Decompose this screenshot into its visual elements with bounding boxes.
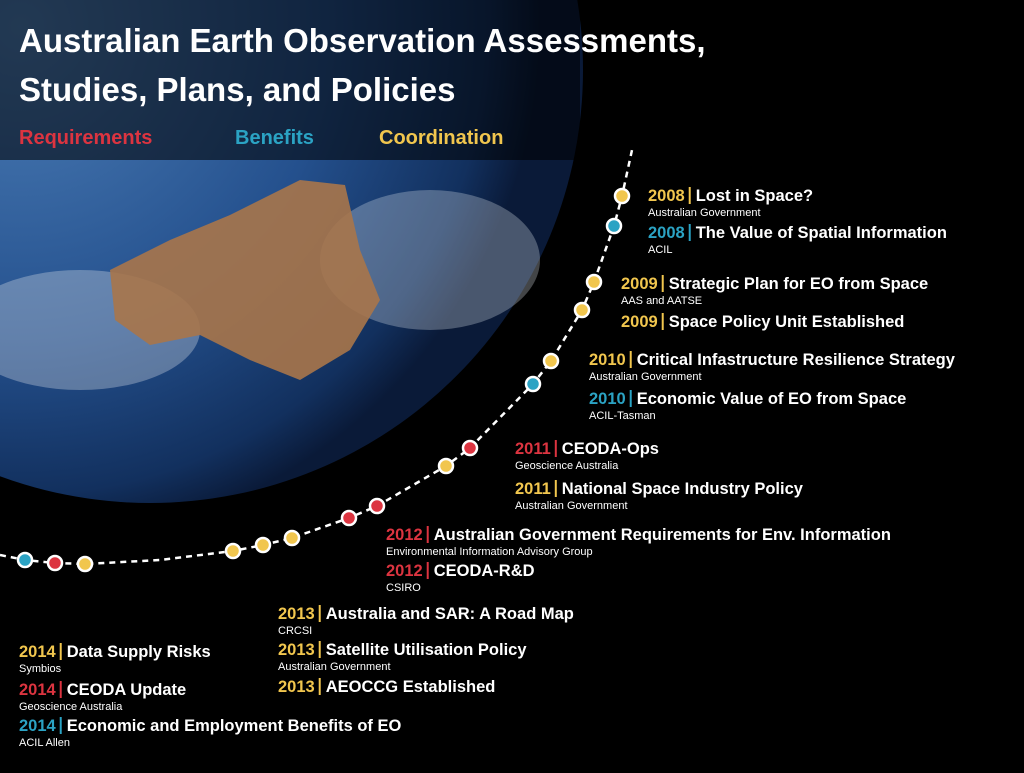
separator bbox=[554, 440, 557, 457]
separator bbox=[318, 641, 321, 658]
timeline-dot bbox=[585, 273, 603, 291]
separator bbox=[661, 275, 664, 292]
title: Studies, Plans, and Policies bbox=[19, 71, 455, 108]
entry-title: Economic Value of EO from Space bbox=[637, 390, 907, 408]
separator bbox=[629, 351, 632, 368]
timeline-dot bbox=[437, 457, 455, 475]
entry-org: ACIL Allen bbox=[19, 737, 70, 749]
entry-title: National Space Industry Policy bbox=[562, 480, 804, 498]
separator bbox=[629, 390, 632, 407]
entry-year: 2014 bbox=[19, 681, 57, 699]
legend-label: Requirements bbox=[19, 127, 152, 149]
entry-year: 2012 bbox=[386, 562, 423, 580]
australia bbox=[110, 180, 380, 380]
entry-year: 2014 bbox=[19, 643, 57, 661]
separator bbox=[688, 187, 691, 204]
entries: 2008 Lost in Space? Australian Government 2… bbox=[16, 187, 956, 749]
entry-title: Satellite Utilisation Policy bbox=[326, 641, 528, 659]
entry-title: Strategic Plan for EO from Space bbox=[669, 275, 929, 293]
entry-org: Australian Government bbox=[278, 661, 391, 673]
timeline-dot bbox=[605, 217, 623, 235]
entry-title: Space Policy Unit Established bbox=[669, 313, 905, 331]
entry-year: 2011 bbox=[515, 440, 551, 458]
entry-year: 2010 bbox=[589, 390, 626, 408]
entry-year: 2013 bbox=[278, 641, 315, 659]
entry-title: CEODA-R&D bbox=[434, 562, 535, 580]
entry-title: The Value of Spatial Information bbox=[696, 224, 947, 242]
entry-title: AEOCCG Established bbox=[326, 678, 496, 696]
entry-title: Economic and Employment Benefits of EO bbox=[67, 717, 402, 735]
entry-year: 2011 bbox=[515, 480, 551, 498]
timeline-dot bbox=[283, 529, 301, 547]
entry-org: AAS and AATSE bbox=[621, 295, 702, 307]
timeline-dot bbox=[368, 497, 386, 515]
entry-year: 2013 bbox=[278, 678, 315, 696]
entry-year: 2009 bbox=[621, 313, 658, 331]
separator bbox=[59, 681, 62, 698]
entry-org: CSIRO bbox=[386, 582, 421, 594]
timeline-dot bbox=[340, 509, 358, 527]
title: Australian Earth Observation Assessments… bbox=[19, 22, 706, 59]
timeline-dot bbox=[613, 187, 631, 205]
title-band bbox=[0, 0, 580, 160]
entry-title: CEODA-Ops bbox=[562, 440, 659, 458]
entry-title: Lost in Space? bbox=[696, 187, 813, 205]
entry-org: Symbios bbox=[19, 663, 62, 675]
timeline-dot bbox=[573, 301, 591, 319]
separator bbox=[688, 224, 691, 241]
entry-org: Geoscience Australia bbox=[19, 701, 123, 713]
separator bbox=[554, 480, 557, 497]
separator bbox=[426, 562, 429, 579]
entry-title: CEODA Update bbox=[67, 681, 186, 699]
entry-org: Geoscience Australia bbox=[515, 460, 619, 472]
timeline-dot bbox=[224, 542, 242, 560]
entry-year: 2010 bbox=[589, 351, 626, 369]
entry-org: Environmental Information Advisory Group bbox=[386, 546, 593, 558]
entry-year: 2012 bbox=[386, 526, 423, 544]
entry-year: 2013 bbox=[278, 605, 315, 623]
separator bbox=[318, 605, 321, 622]
timeline-dot bbox=[46, 554, 64, 572]
legend-label: Coordination bbox=[379, 127, 503, 149]
entry-year: 2008 bbox=[648, 187, 685, 205]
timeline-dot bbox=[461, 439, 479, 457]
entry-org: Australian Government bbox=[589, 371, 702, 383]
entry-title: Australian Government Requirements for E… bbox=[434, 526, 891, 544]
legend: Requirements Benefits Coordination bbox=[19, 127, 503, 149]
legend-label: Benefits bbox=[235, 127, 314, 149]
separator bbox=[318, 678, 321, 695]
entry-title: Australia and SAR: A Road Map bbox=[326, 605, 574, 623]
entry-year: 2008 bbox=[648, 224, 685, 242]
separator bbox=[661, 313, 664, 330]
entry-title: Data Supply Risks bbox=[67, 643, 211, 661]
separator bbox=[59, 717, 62, 734]
separator bbox=[426, 526, 429, 543]
entry-title: Critical Infastructure Resilience Strate… bbox=[637, 351, 956, 369]
entry-year: 2009 bbox=[621, 275, 658, 293]
separator bbox=[59, 643, 62, 660]
entry-org: ACIL-Tasman bbox=[589, 410, 656, 422]
timeline-dot bbox=[76, 555, 94, 573]
entry-org: ACIL bbox=[648, 244, 672, 256]
entry-org: CRCSI bbox=[278, 625, 312, 637]
timeline-dot bbox=[542, 352, 560, 370]
timeline-dot bbox=[16, 551, 34, 569]
timeline-dot bbox=[524, 375, 542, 393]
timeline-dot bbox=[254, 536, 272, 554]
entry-org: Australian Government bbox=[515, 500, 628, 512]
entry-org: Australian Government bbox=[648, 207, 761, 219]
entry-year: 2014 bbox=[19, 717, 57, 735]
